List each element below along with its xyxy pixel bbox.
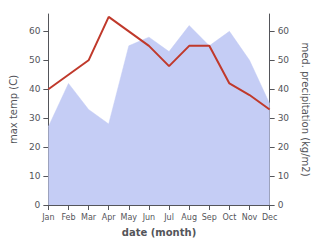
svg-text:50: 50 xyxy=(29,55,41,65)
svg-text:30: 30 xyxy=(29,113,41,123)
svg-text:Feb: Feb xyxy=(61,213,75,222)
svg-text:0: 0 xyxy=(35,200,41,210)
svg-text:med. precipitation (kg/m2): med. precipitation (kg/m2) xyxy=(300,42,311,176)
svg-text:20: 20 xyxy=(29,142,41,152)
svg-text:Mar: Mar xyxy=(81,213,97,222)
svg-text:max temp (C): max temp (C) xyxy=(8,75,19,144)
svg-text:20: 20 xyxy=(278,142,290,152)
svg-text:Jan: Jan xyxy=(41,213,54,222)
svg-text:date (month): date (month) xyxy=(122,227,196,238)
svg-text:Sep: Sep xyxy=(202,213,217,222)
svg-text:60: 60 xyxy=(29,26,41,36)
svg-text:Dec: Dec xyxy=(262,213,277,222)
svg-text:Aug: Aug xyxy=(181,213,197,222)
svg-text:30: 30 xyxy=(278,113,290,123)
svg-text:0: 0 xyxy=(278,200,284,210)
svg-text:May: May xyxy=(121,213,138,222)
svg-text:10: 10 xyxy=(29,171,41,181)
svg-text:Oct: Oct xyxy=(222,213,236,222)
svg-text:Apr: Apr xyxy=(102,213,117,222)
svg-text:Nov: Nov xyxy=(242,213,258,222)
svg-text:60: 60 xyxy=(278,26,290,36)
svg-text:50: 50 xyxy=(278,55,290,65)
svg-text:10: 10 xyxy=(278,171,290,181)
svg-text:Jul: Jul xyxy=(163,213,174,222)
svg-text:Jun: Jun xyxy=(142,213,156,222)
svg-text:40: 40 xyxy=(29,84,41,94)
svg-text:40: 40 xyxy=(278,84,290,94)
